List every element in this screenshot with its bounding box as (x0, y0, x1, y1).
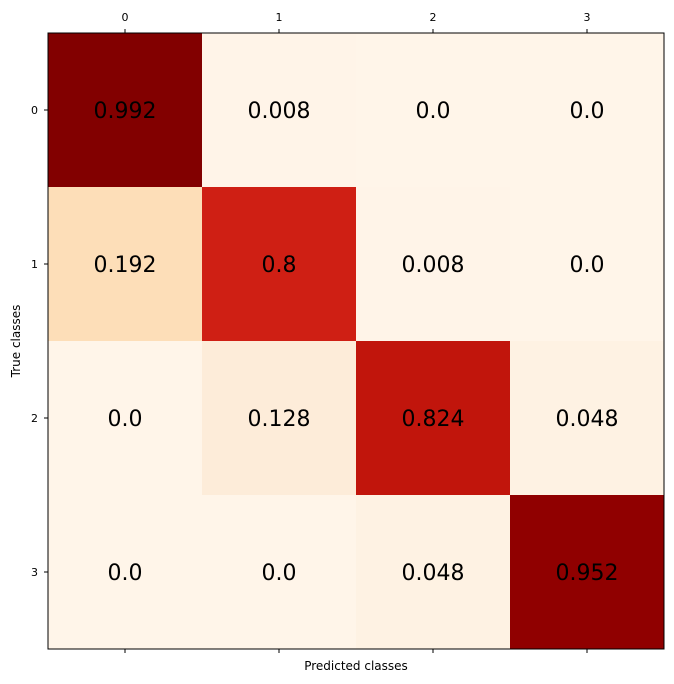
heatmap-cell-r3-c0 (48, 495, 202, 649)
axis-ticks: 0 1 2 3 0 1 2 3 (31, 11, 591, 653)
heatmap-cell-r0-c3 (510, 33, 664, 187)
heatmap-cell-label-r2-c2: 0.824 (402, 407, 465, 432)
heatmap-cell-label-r1-c0: 0.192 (94, 253, 157, 278)
heatmap-cell-label-r0-c3: 0.0 (570, 99, 605, 124)
x-tick-label-3: 3 (584, 11, 591, 24)
heatmap-cell-label-r3-c3: 0.952 (556, 561, 619, 586)
heatmap-cell-label-r2-c0: 0.0 (108, 407, 143, 432)
heatmap-cell-label-r0-c1: 0.008 (248, 99, 311, 124)
plot-frame (47, 32, 665, 650)
heatmap-cell-label-r0-c0: 0.992 (94, 99, 157, 124)
heatmap-cell-label-r2-c1: 0.128 (248, 407, 311, 432)
y-tick-label-0: 0 (31, 104, 38, 117)
heatmap-cell-label-r2-c3: 0.048 (556, 407, 619, 432)
y-axis-label: True classes (9, 305, 23, 379)
heatmap-cell-r1-c3 (510, 187, 664, 341)
heatmap-cell-r3-c3 (510, 495, 664, 649)
heatmap-cell-labels: 0.992 0.008 0.0 0.0 0.192 0.8 0.008 0.0 0.0 0.128… (94, 99, 619, 586)
x-tick-label-0: 0 (122, 11, 129, 24)
heatmap-cell-r0-c0 (48, 33, 202, 187)
heatmap-cell-r1-c0 (48, 187, 202, 341)
heatmap-cell-r2-c1 (202, 341, 356, 495)
y-tick-label-2: 2 (31, 412, 38, 425)
x-axis-label: Predicted classes (304, 659, 408, 673)
heatmap-cells (48, 33, 664, 649)
heatmap-cell-r3-c1 (202, 495, 356, 649)
heatmap-cell-r2-c0 (48, 341, 202, 495)
heatmap-cell-r2-c2 (356, 341, 510, 495)
heatmap-cell-label-r3-c1: 0.0 (262, 561, 297, 586)
heatmap-cell-r0-c1 (202, 33, 356, 187)
heatmap-cell-label-r0-c2: 0.0 (416, 99, 451, 124)
heatmap-cell-label-r1-c1: 0.8 (262, 253, 297, 278)
heatmap-cell-r1-c2 (356, 187, 510, 341)
heatmap-cell-label-r1-c3: 0.0 (570, 253, 605, 278)
heatmap-cell-r0-c2 (356, 33, 510, 187)
x-tick-label-2: 2 (430, 11, 437, 24)
heatmap-cell-label-r3-c0: 0.0 (108, 561, 143, 586)
heatmap-cell-r3-c2 (356, 495, 510, 649)
heatmap-cell-r2-c3 (510, 341, 664, 495)
y-tick-label-3: 3 (31, 566, 38, 579)
heatmap-cell-r1-c1 (202, 187, 356, 341)
heatmap-cell-label-r1-c2: 0.008 (402, 253, 465, 278)
x-tick-label-1: 1 (276, 11, 283, 24)
heatmap-cell-label-r3-c2: 0.048 (402, 561, 465, 586)
y-tick-label-1: 1 (31, 258, 38, 271)
